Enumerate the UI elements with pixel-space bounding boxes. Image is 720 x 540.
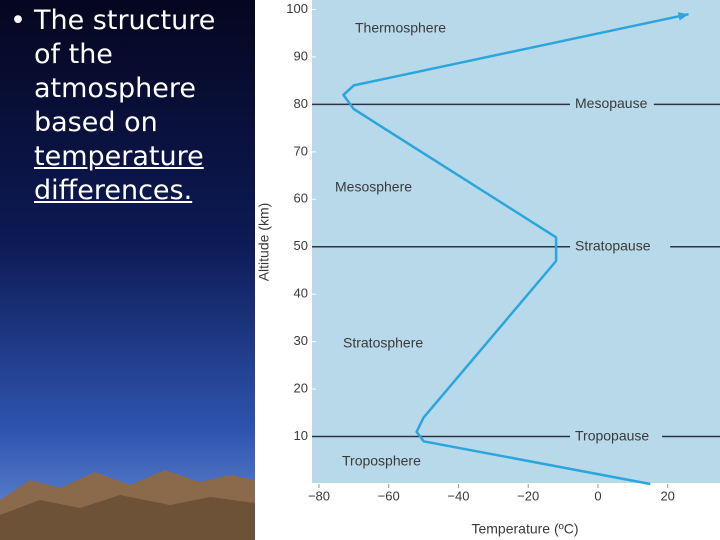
layer-label: Thermosphere bbox=[355, 20, 446, 36]
mountains-front bbox=[0, 495, 255, 540]
bullet-line: of the bbox=[34, 39, 113, 70]
slide-text: • The structure of the atmosphere based on te… bbox=[0, 0, 255, 540]
y-tick-label: 40 bbox=[294, 286, 308, 301]
bullet-line: temperature bbox=[34, 141, 204, 172]
boundary-label-bg bbox=[570, 95, 654, 114]
y-tick-label: 90 bbox=[294, 48, 308, 63]
x-tick-label: 20 bbox=[660, 488, 674, 503]
y-tick-label: 60 bbox=[294, 191, 308, 206]
y-tick-label: 10 bbox=[294, 428, 308, 443]
x-tick-label: −40 bbox=[447, 488, 469, 503]
boundary-label-bg bbox=[570, 237, 671, 256]
bullet-line: atmosphere bbox=[34, 73, 196, 104]
y-tick-label: 20 bbox=[294, 381, 308, 396]
layer-label: Stratosphere bbox=[343, 335, 423, 351]
y-tick-label: 30 bbox=[294, 333, 308, 348]
y-tick-label: 80 bbox=[294, 96, 308, 111]
arrowhead bbox=[677, 12, 689, 21]
boundary-label: Tropopause bbox=[575, 427, 649, 443]
boundary-label: Stratopause bbox=[575, 237, 651, 253]
sky-background bbox=[0, 0, 255, 540]
bullet-line: differences. bbox=[34, 175, 193, 206]
x-tick-label: −20 bbox=[517, 488, 539, 503]
bullet: • The structure of the atmosphere based on te… bbox=[8, 4, 215, 208]
chart: 10 20 30 40 50 60 70 80 90 100 −80 −60 −40 −20 0 20 Temp… bbox=[256, 0, 720, 537]
boundary-label: Mesopause bbox=[575, 95, 648, 111]
y-tick-label: 70 bbox=[294, 143, 308, 158]
y-tick-label: 50 bbox=[294, 238, 308, 253]
y-axis-label: Altitude (km) bbox=[256, 203, 272, 282]
y-tick-label: 100 bbox=[286, 1, 308, 16]
layer-label: Troposphere bbox=[342, 453, 421, 469]
x-tick-label: 0 bbox=[594, 488, 601, 503]
bullet-line: based on bbox=[34, 107, 158, 138]
bullet-line: The structure bbox=[34, 5, 216, 36]
bullet-dot: • bbox=[10, 5, 26, 36]
boundary-label-bg bbox=[570, 427, 662, 446]
layer-label: Mesosphere bbox=[335, 179, 412, 195]
temperature-profile bbox=[342, 12, 689, 486]
x-tick-label: −60 bbox=[378, 488, 400, 503]
x-tick-label: −80 bbox=[308, 488, 330, 503]
x-axis-label: Temperature (ºC) bbox=[471, 521, 578, 537]
